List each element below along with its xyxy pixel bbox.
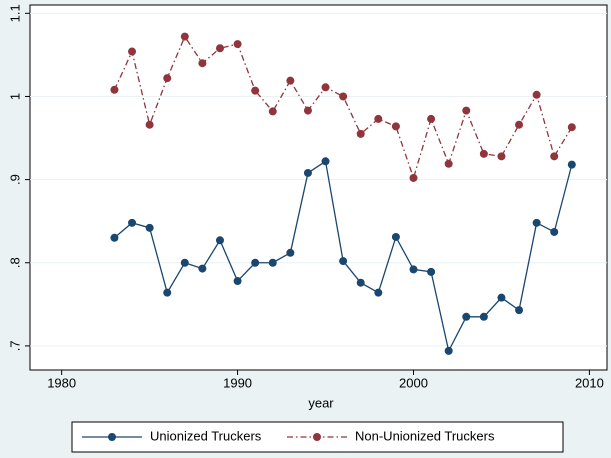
data-point <box>339 257 348 266</box>
data-point <box>251 258 260 267</box>
data-point <box>409 173 418 182</box>
data-point <box>374 288 383 297</box>
data-point <box>215 44 224 53</box>
y-tick-label: .9 <box>7 174 22 185</box>
data-point <box>550 227 559 236</box>
x-tick-label: 1990 <box>223 375 252 390</box>
plot-area <box>29 4 608 371</box>
data-point <box>128 218 137 227</box>
data-point <box>497 152 506 161</box>
y-tick-label: 1.1 <box>7 4 22 22</box>
y-tick-label: 1 <box>7 93 22 100</box>
data-point <box>110 85 119 94</box>
x-tick-label: 1980 <box>47 375 76 390</box>
data-point <box>303 106 312 115</box>
data-point <box>215 236 224 245</box>
data-point <box>479 312 488 321</box>
data-point <box>233 40 242 49</box>
data-point <box>303 168 312 177</box>
data-point <box>180 32 189 41</box>
data-point <box>462 312 471 321</box>
data-point <box>444 346 453 355</box>
data-point <box>356 278 365 287</box>
data-point <box>515 120 524 129</box>
data-point <box>444 159 453 168</box>
x-tick-label: 2010 <box>575 375 604 390</box>
data-point <box>321 157 330 166</box>
data-point <box>479 149 488 158</box>
data-point <box>567 160 576 169</box>
data-point <box>198 264 207 273</box>
data-point <box>163 74 172 83</box>
data-point <box>286 248 295 257</box>
data-point <box>339 92 348 101</box>
data-point <box>391 122 400 131</box>
data-point <box>374 114 383 123</box>
legend-marker <box>108 433 116 441</box>
data-point <box>427 114 436 123</box>
data-point <box>145 120 154 129</box>
y-tick-label: .7 <box>7 340 22 351</box>
data-point <box>145 223 154 232</box>
data-point <box>550 152 559 161</box>
data-point <box>251 86 260 95</box>
data-point <box>391 232 400 241</box>
data-point <box>515 306 524 315</box>
data-point <box>110 233 119 242</box>
data-point <box>286 76 295 85</box>
data-point <box>128 47 137 56</box>
data-point <box>409 265 418 274</box>
data-point <box>233 277 242 286</box>
data-point <box>268 107 277 116</box>
data-point <box>321 83 330 92</box>
x-tick-label: 2000 <box>399 375 428 390</box>
data-point <box>356 129 365 138</box>
data-point <box>268 258 277 267</box>
data-point <box>163 288 172 297</box>
data-point <box>462 106 471 115</box>
legend-label: Non-Unionized Truckers <box>355 428 495 443</box>
y-tick-label: .8 <box>7 257 22 268</box>
data-point <box>427 267 436 276</box>
data-point <box>180 258 189 267</box>
data-point <box>532 90 541 99</box>
data-point <box>567 123 576 132</box>
x-axis-title: year <box>308 395 334 410</box>
data-point <box>198 59 207 68</box>
data-point <box>532 218 541 227</box>
legend-label: Unionized Truckers <box>150 428 262 443</box>
data-point <box>497 293 506 302</box>
legend-marker <box>313 433 321 441</box>
